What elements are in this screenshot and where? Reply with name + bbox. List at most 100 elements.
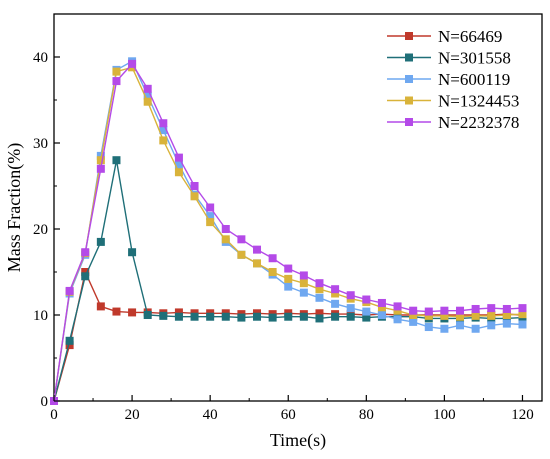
data-point <box>65 341 74 350</box>
data-point <box>221 225 230 233</box>
data-point <box>128 59 137 68</box>
legend-label: N=1324453 <box>438 92 519 111</box>
data-point <box>96 156 105 165</box>
data-point <box>487 321 496 330</box>
data-point <box>221 312 230 321</box>
series-5 <box>50 59 527 405</box>
data-point <box>143 97 152 106</box>
data-point <box>518 320 527 329</box>
data-point <box>299 312 308 321</box>
data-point <box>65 336 74 345</box>
y-tick-label: 30 <box>33 136 48 152</box>
data-point <box>377 303 386 312</box>
data-point <box>346 291 355 300</box>
data-point <box>174 160 183 169</box>
legend-item: N=2232378 <box>387 113 519 132</box>
x-tick-label: 60 <box>281 407 296 423</box>
data-point <box>206 312 215 321</box>
data-point <box>174 168 183 177</box>
data-point <box>409 306 418 315</box>
data-point <box>299 271 308 280</box>
data-point <box>502 304 511 313</box>
data-point <box>206 203 215 212</box>
data-point <box>502 311 511 319</box>
data-point <box>112 77 121 86</box>
legend-label: N=301558 <box>438 49 511 68</box>
data-point <box>206 212 215 221</box>
data-point <box>112 67 121 76</box>
legend-item: N=600119 <box>387 70 510 89</box>
plot-frame <box>53 13 543 402</box>
data-point <box>96 237 105 246</box>
legend-label: N=600119 <box>438 70 510 89</box>
data-point <box>159 119 168 128</box>
data-point <box>315 293 324 302</box>
legend: N=66469 N=301558 N=600119 N=1324453 N=223237… <box>387 27 519 132</box>
data-point <box>253 245 262 254</box>
legend-marker <box>405 75 413 83</box>
data-point <box>128 308 137 317</box>
data-point <box>253 312 262 321</box>
data-point <box>96 164 105 173</box>
data-point <box>190 312 199 321</box>
legend-item: N=301558 <box>387 49 511 68</box>
x-tick-label: 20 <box>125 407 140 423</box>
x-tick-label: 100 <box>433 407 456 423</box>
data-point <box>393 302 402 311</box>
data-point <box>174 308 183 317</box>
data-point <box>346 312 355 321</box>
plot-border <box>53 13 543 402</box>
ticks-layer: 0 20 40 60 80 100 120 0 10 20 30 40 <box>33 50 534 423</box>
data-point <box>424 323 433 332</box>
y-tick-label: 20 <box>33 222 48 238</box>
data-point <box>237 313 246 322</box>
data-point <box>174 153 183 162</box>
data-point <box>143 91 152 100</box>
data-point <box>331 289 340 298</box>
data-point <box>487 304 496 313</box>
data-point <box>112 156 121 165</box>
data-point <box>190 192 199 201</box>
data-point <box>81 248 90 257</box>
data-point <box>268 313 277 322</box>
legend-marker <box>405 118 413 126</box>
data-point <box>128 248 137 257</box>
data-point <box>190 182 199 190</box>
data-point <box>159 311 168 320</box>
data-point <box>96 151 105 160</box>
data-point <box>424 311 433 320</box>
x-tick-label: 0 <box>50 407 58 423</box>
data-point <box>487 311 496 320</box>
y-tick-label: 0 <box>41 394 49 410</box>
data-point <box>518 310 527 319</box>
legend-marker <box>405 96 413 105</box>
x-tick-label: 80 <box>359 407 374 423</box>
y-axis-label: Mass Fraction(%) <box>4 143 25 272</box>
data-point <box>471 324 480 333</box>
data-point <box>362 313 371 322</box>
data-point <box>159 136 168 145</box>
data-point <box>81 272 90 281</box>
x-tick-label: 120 <box>511 407 534 423</box>
legend-item: N=66469 <box>387 27 502 46</box>
data-point <box>174 312 183 321</box>
data-point <box>143 311 152 319</box>
data-point <box>299 288 308 297</box>
data-point <box>143 84 152 93</box>
data-point <box>440 324 449 333</box>
data-point <box>237 250 246 259</box>
data-point <box>456 306 465 315</box>
legend-label: N=66469 <box>438 27 502 46</box>
data-point <box>377 298 386 307</box>
data-point <box>502 319 511 328</box>
legend-item: N=1324453 <box>387 92 519 111</box>
data-point <box>112 307 121 316</box>
data-point <box>331 285 340 294</box>
data-point <box>65 286 74 295</box>
data-point <box>315 285 324 294</box>
data-point <box>299 279 308 288</box>
data-point <box>284 264 293 273</box>
data-point <box>96 302 105 311</box>
data-point <box>440 306 449 315</box>
data-point <box>518 304 527 313</box>
